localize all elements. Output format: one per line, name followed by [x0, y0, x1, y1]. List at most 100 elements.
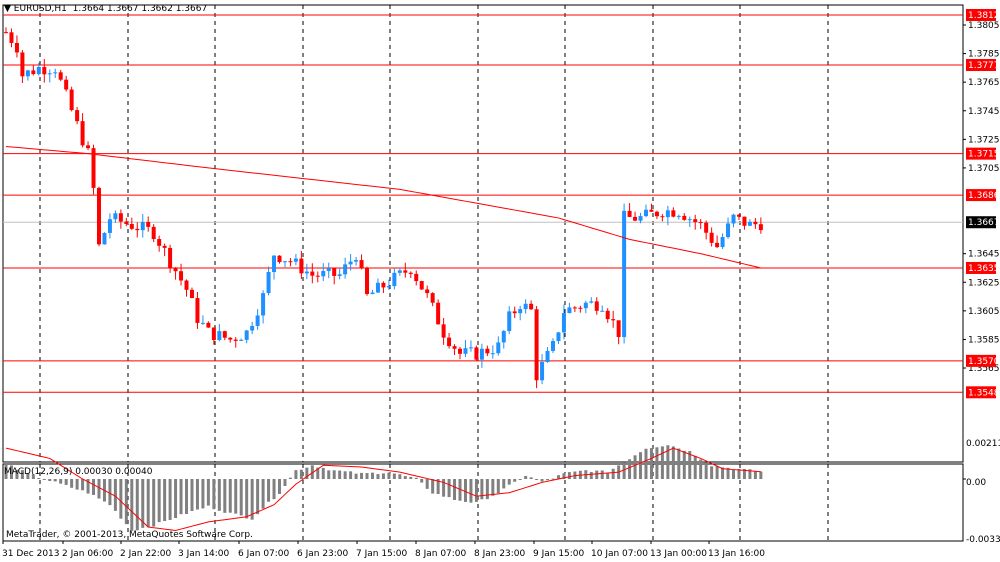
macd-histogram-bar [157, 479, 161, 523]
level-price-tag [966, 354, 996, 367]
macd-histogram-bar [414, 477, 418, 479]
macd-histogram-bar [742, 468, 746, 479]
triangle-down-icon[interactable]: ▼ [4, 4, 11, 14]
macd-histogram-bar [201, 479, 205, 509]
candle-body [244, 330, 249, 340]
macd-histogram-bar [174, 479, 178, 518]
macd-histogram-bar [20, 470, 24, 479]
candle-body [162, 245, 167, 248]
macd-histogram-bar [124, 479, 128, 525]
candle-body [671, 210, 676, 217]
candle-body [452, 346, 457, 349]
macd-histogram-bar [113, 479, 117, 511]
candle [458, 346, 463, 360]
candle-body [507, 311, 512, 332]
candle-body [25, 70, 30, 77]
candle-body [124, 221, 129, 225]
candle [518, 305, 523, 321]
macd-histogram-bar [660, 446, 664, 479]
candle [282, 260, 287, 268]
candle [638, 212, 643, 224]
symbol-label: EURUSD,H1 [13, 4, 67, 14]
candle [375, 278, 380, 293]
candle-body [277, 255, 282, 263]
candle [9, 28, 14, 48]
candle [343, 257, 348, 279]
candle [611, 310, 616, 328]
macd-histogram-bar [168, 479, 172, 520]
candle [189, 287, 194, 299]
candle [42, 58, 47, 83]
candle-body [386, 286, 391, 288]
macd-histogram-bar [261, 479, 265, 509]
candle [168, 244, 173, 273]
level-price-label: 1.3777 [968, 61, 1000, 71]
candle-body [9, 32, 14, 43]
candle [326, 262, 331, 279]
candle-body [408, 272, 413, 274]
candle-body [682, 215, 687, 220]
candle [463, 340, 468, 358]
macd-histogram-bar [53, 479, 57, 482]
macd-histogram-bar [737, 469, 741, 479]
candle [272, 255, 277, 280]
candle [157, 235, 162, 252]
candle-body [545, 350, 550, 362]
candle-body [69, 89, 74, 111]
candle-body [184, 280, 189, 290]
candle-body [118, 213, 123, 222]
macd-histogram-bar [239, 479, 243, 516]
macd-histogram-bar [354, 473, 358, 479]
macd-histogram-bar [436, 479, 440, 494]
level-price-tag [966, 386, 996, 399]
candle [228, 337, 233, 343]
macd-histogram-bar [480, 479, 484, 500]
candle [299, 250, 304, 280]
candle-body [266, 272, 271, 294]
macd-histogram-bar [349, 471, 353, 479]
candle-body [228, 337, 233, 340]
chart-title: ▼ EURUSD,H1 1.3664 1.3667 1.3662 1.3667 [4, 4, 207, 14]
candle [671, 207, 676, 218]
candle-body [365, 268, 370, 295]
candle [572, 306, 577, 312]
candle [720, 233, 725, 250]
level-price-label: 1.3635 [968, 264, 1000, 274]
macd-histogram-bar [376, 474, 380, 479]
candle [616, 320, 621, 345]
macd-histogram-bar [431, 479, 435, 494]
candle-body [47, 73, 52, 75]
candle [217, 323, 222, 342]
candle [709, 227, 714, 247]
time-axis-label: 31 Dec 2013 [2, 549, 60, 559]
macd-histogram-bar [726, 467, 730, 479]
macd-histogram-bar [327, 470, 331, 479]
main-plot-frame [2, 4, 964, 463]
macd-histogram-bar [622, 462, 626, 479]
candle-body [627, 210, 632, 217]
macd-signal-line [5, 447, 761, 531]
macd-histogram-bar [491, 479, 495, 496]
macd-histogram-bar [299, 469, 303, 479]
candle [135, 222, 140, 238]
ohlc-readout: 1.3664 1.3667 1.3662 1.3667 [72, 4, 208, 14]
candle [419, 280, 424, 290]
candle [633, 211, 638, 222]
macd-histogram-bar [513, 479, 517, 482]
candle [233, 337, 238, 348]
macd-histogram-bar [677, 448, 681, 479]
candle-body [633, 216, 638, 221]
level-price-label: 1.3570 [968, 357, 1000, 367]
candle [288, 258, 293, 267]
macd-histogram-bar [595, 470, 599, 479]
candle-body [140, 221, 145, 231]
candle [75, 107, 80, 125]
candle-body [693, 219, 698, 223]
candle-body [731, 214, 736, 224]
macd-histogram-bar [185, 479, 189, 514]
level-price-label: 1.3812 [968, 11, 1000, 21]
candle-body [468, 347, 473, 349]
candle-body [348, 261, 353, 265]
time-axis-label: 9 Jan 15:00 [533, 549, 585, 559]
